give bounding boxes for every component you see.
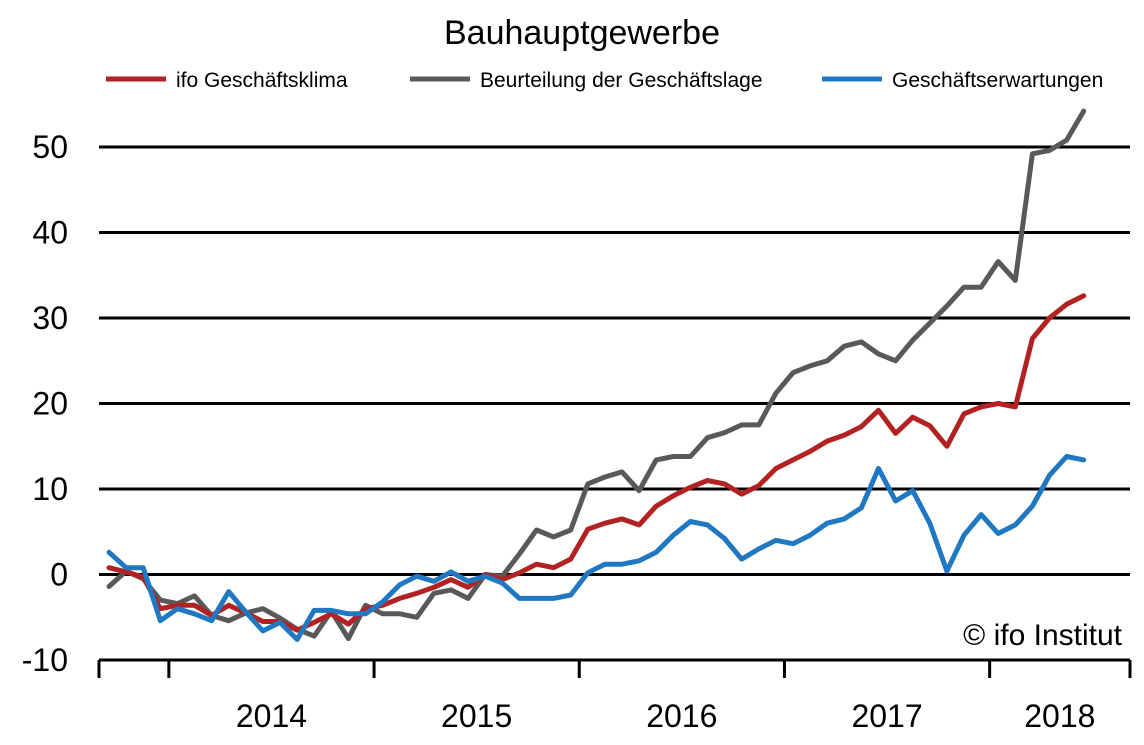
- y-tick-label: 0: [50, 557, 68, 593]
- y-tick-label: -10: [22, 642, 68, 678]
- series-line-1: [106, 108, 1087, 642]
- y-tick-label: 40: [32, 215, 68, 251]
- series-line-2: [106, 454, 1087, 642]
- y-tick-label: 30: [32, 300, 68, 336]
- x-tick-label: 2014: [236, 698, 307, 734]
- series-lines: [106, 108, 1087, 642]
- series-line-0: [106, 293, 1087, 633]
- y-axis-ticks: 50 40 30 20 10 0 -10: [22, 129, 68, 678]
- y-tick-label: 20: [32, 386, 68, 422]
- credit-text: © ifo Institut: [963, 619, 1122, 652]
- x-axis: [97, 658, 1132, 678]
- y-tick-label: 10: [32, 471, 68, 507]
- chart-title: Bauhauptgewerbe: [444, 14, 720, 52]
- x-tick-label: 2018: [1024, 698, 1095, 734]
- legend-label-klima: ifo Geschäftsklima: [176, 69, 348, 92]
- y-tick-label: 50: [32, 129, 68, 165]
- x-tick-label: 2017: [851, 698, 922, 734]
- x-axis-labels: 2014 2015 2016 2017 2018: [236, 698, 1096, 734]
- legend: ifo Geschäftsklima Beurteilung der Gesch…: [106, 69, 1103, 92]
- legend-label-erwartungen: Geschäftserwartungen: [892, 69, 1103, 92]
- legend-label-lage: Beurteilung der Geschäftslage: [480, 69, 763, 92]
- x-tick-label: 2015: [441, 698, 512, 734]
- gridlines: [99, 145, 1130, 576]
- x-tick-label: 2016: [646, 698, 717, 734]
